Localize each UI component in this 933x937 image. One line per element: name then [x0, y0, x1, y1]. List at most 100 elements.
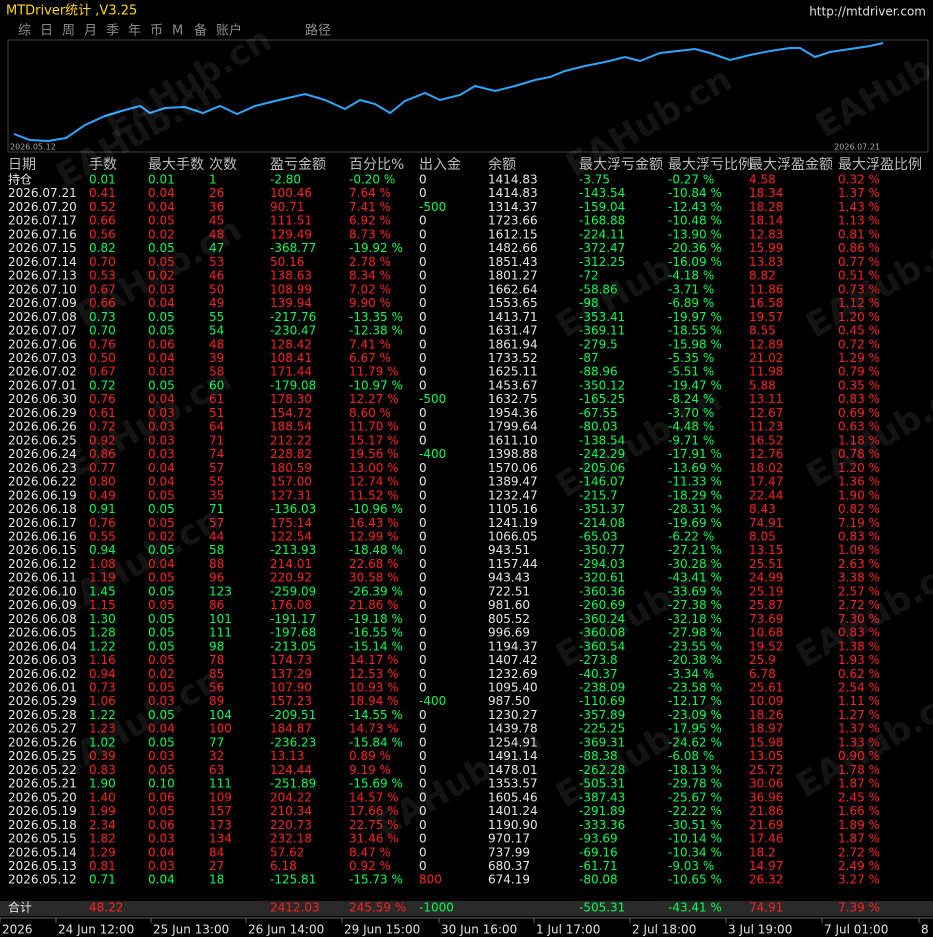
cell: 10.93 %	[349, 681, 399, 695]
cell: 7.41 %	[349, 200, 391, 214]
cell: 0.94	[89, 543, 116, 557]
cell: 108.99	[270, 282, 312, 296]
row-label: 2026.06.29	[8, 406, 77, 420]
cell: 25.9	[749, 653, 776, 667]
cell: 0.05	[148, 584, 175, 598]
tab[interactable]: 币	[150, 24, 163, 39]
tab[interactable]: 季	[106, 24, 119, 39]
cell: 1095.40	[488, 681, 538, 695]
cell: -3.71 %	[668, 282, 714, 296]
tab[interactable]: 账户	[216, 23, 242, 39]
cell: 0.51 %	[838, 269, 880, 283]
tab[interactable]: 周	[62, 24, 75, 39]
cell: 26.32	[749, 873, 783, 887]
cell: 14.73 %	[349, 722, 399, 736]
cell: 31.46 %	[349, 832, 399, 846]
cell: 173	[209, 818, 232, 832]
cell: 0.05	[148, 804, 175, 818]
cell: 18.2	[749, 845, 776, 859]
cell: 104	[209, 708, 232, 722]
cell: 0.73	[89, 681, 116, 695]
cell: 0	[419, 324, 427, 338]
cell: 180.59	[270, 461, 312, 475]
cell: 137.29	[270, 667, 312, 681]
cell: 2.72 %	[838, 598, 880, 612]
cell: 30.58 %	[349, 571, 399, 585]
cell: 3.27 %	[838, 873, 880, 887]
cell: 53	[209, 255, 224, 269]
cell: 1723.66	[488, 214, 538, 228]
tab[interactable]: 路径	[305, 23, 331, 39]
cell: 0.73 %	[838, 282, 880, 296]
cell: 0.83	[89, 763, 116, 777]
cell: -2.80	[270, 173, 301, 187]
cell: -273.8	[579, 653, 618, 667]
cell: 0.05	[148, 708, 175, 722]
cell: 0.63 %	[838, 420, 880, 434]
cell: 8.34 %	[349, 269, 391, 283]
cell: -43.41 %	[668, 901, 722, 915]
row-label: 2026.06.30	[8, 392, 77, 406]
cell: 1.37 %	[838, 186, 880, 200]
cell: 0.05	[148, 488, 175, 502]
cell: 0.72	[89, 420, 116, 434]
cell: -353.41	[579, 310, 625, 324]
cell: 1.82	[89, 832, 116, 846]
cell: 17.66 %	[349, 804, 399, 818]
column-header: 最大浮亏比例	[668, 157, 752, 173]
cell: -33.69 %	[668, 584, 722, 598]
cell: 0.05	[148, 214, 175, 228]
cell: -251.89	[270, 777, 316, 791]
tab[interactable]: 年	[128, 24, 141, 39]
time-label: 8	[921, 923, 929, 937]
cell: 0.06	[148, 818, 175, 832]
cell: 0.02	[148, 529, 175, 543]
cell: -260.69	[579, 598, 625, 612]
tab[interactable]: M	[172, 24, 183, 39]
cell: 128.42	[270, 337, 312, 351]
cell: 74.91	[749, 516, 783, 530]
cell: -1000	[419, 901, 454, 915]
cell: 1.22	[89, 639, 116, 653]
cell: 0.91	[89, 502, 116, 516]
cell: -12.17 %	[668, 694, 722, 708]
cell: 0.50	[89, 351, 116, 365]
cell: -14.55 %	[349, 708, 403, 722]
cell: 63	[209, 763, 224, 777]
cell: 0.04	[148, 296, 175, 310]
cell: -259.09	[270, 584, 316, 598]
row-label: 2026.07.14	[8, 255, 77, 269]
row-label: 2026.05.13	[8, 859, 77, 873]
tab[interactable]: 月	[84, 24, 97, 39]
cell: -22.22 %	[668, 804, 722, 818]
cell: 84	[209, 845, 224, 859]
tab[interactable]: 综	[18, 24, 31, 39]
cell: 2.34	[89, 818, 116, 832]
cell: 8.43	[749, 502, 776, 516]
column-header: 次数	[209, 157, 237, 173]
cell: 18.94 %	[349, 694, 399, 708]
cell: -505.31	[579, 777, 625, 791]
cell: 8.47 %	[349, 845, 391, 859]
cell: 210.34	[270, 804, 312, 818]
cell: -312.25	[579, 255, 625, 269]
cell: 0.82 %	[838, 502, 880, 516]
cell: -136.03	[270, 502, 316, 516]
cell: -15.73 %	[349, 873, 403, 887]
cell: 18.34	[749, 186, 783, 200]
cell: -80.03	[579, 420, 618, 434]
cell: 13.00 %	[349, 461, 399, 475]
cell: 14.57 %	[349, 790, 399, 804]
cell: 57.62	[270, 845, 304, 859]
cell: 1398.88	[488, 447, 538, 461]
tab[interactable]: 备	[194, 23, 207, 39]
cell: 54	[209, 324, 224, 338]
cell: 0	[419, 832, 427, 846]
cell: 0	[419, 667, 427, 681]
tab[interactable]: 日	[40, 24, 53, 39]
cell: -6.22 %	[668, 529, 714, 543]
cell: 1.45	[89, 584, 116, 598]
cell: 111	[209, 777, 232, 791]
cell: -372.47	[579, 241, 625, 255]
cell: 0.45 %	[838, 324, 880, 338]
